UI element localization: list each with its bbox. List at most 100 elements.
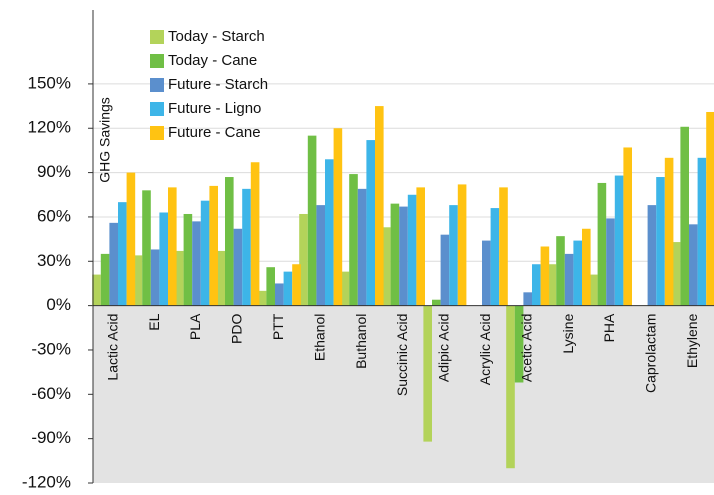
x-tick-label: PLA	[187, 313, 203, 340]
bar	[200, 200, 210, 306]
y-tick-label: -120%	[22, 472, 71, 490]
y-tick-label: 30%	[37, 251, 71, 270]
bar	[556, 236, 565, 306]
x-tick-label: PHA	[601, 313, 617, 342]
bar	[233, 228, 243, 306]
x-tick-label: Ethylene	[684, 313, 700, 368]
legend-label: Future - Cane	[168, 124, 261, 141]
bar	[100, 253, 110, 306]
y-tick-label: 150%	[28, 73, 71, 92]
negative-region	[93, 305, 714, 483]
y-tick-label: 90%	[37, 162, 71, 181]
bar	[142, 190, 151, 306]
bar	[307, 135, 317, 306]
legend-swatch	[150, 54, 164, 68]
legend-swatch	[150, 78, 164, 92]
y-tick-label: 0%	[46, 295, 71, 314]
y-tick-label: -60%	[31, 384, 71, 403]
bar	[697, 157, 707, 306]
bar	[109, 222, 118, 306]
bar	[349, 174, 358, 306]
bar	[192, 221, 201, 306]
bar	[292, 264, 301, 306]
bar	[597, 182, 607, 306]
bar	[540, 246, 550, 306]
x-tick-label: EL	[146, 313, 162, 330]
bar	[523, 292, 532, 306]
bar	[671, 242, 681, 306]
bar	[606, 218, 615, 306]
legend-label: Today - Cane	[168, 52, 257, 69]
bar	[133, 255, 143, 306]
bar	[623, 147, 632, 306]
legend-swatch	[150, 126, 164, 140]
bar	[375, 106, 384, 306]
bar	[547, 264, 557, 306]
bar	[390, 203, 400, 306]
bar	[183, 213, 193, 306]
x-tick-label: Adipic Acid	[436, 314, 452, 382]
y-tick-label: 120%	[28, 118, 71, 137]
bar	[432, 299, 441, 306]
bar	[225, 177, 234, 306]
bar	[118, 202, 127, 306]
bar	[416, 187, 425, 306]
bar	[275, 283, 284, 306]
y-tick-label: -90%	[31, 428, 71, 447]
bar	[325, 159, 334, 306]
bar	[614, 175, 624, 306]
bar	[589, 274, 598, 306]
x-tick-label: PDO	[229, 314, 245, 344]
legend-label: Today - Starch	[168, 28, 265, 45]
legend-swatch	[150, 102, 164, 116]
bar	[159, 212, 168, 306]
bar	[242, 188, 251, 306]
bar	[499, 187, 508, 306]
x-tick-label: Ethanol	[311, 314, 327, 361]
bar	[457, 184, 467, 306]
bar	[532, 264, 541, 306]
bar	[283, 271, 293, 306]
bar	[340, 271, 350, 306]
bar	[440, 234, 450, 306]
x-tick-label: PTT	[270, 313, 286, 340]
bar	[257, 290, 267, 306]
x-tick-label: Buthanol	[353, 314, 369, 369]
x-tick-label: Acrylic Acid	[477, 314, 493, 386]
bar	[482, 240, 491, 306]
bar	[664, 157, 674, 306]
bar	[680, 126, 689, 306]
bar	[333, 128, 343, 306]
legend-label: Future - Ligno	[168, 100, 261, 117]
bar	[564, 253, 574, 306]
bar	[126, 172, 136, 306]
bar	[382, 227, 391, 306]
bar	[357, 188, 367, 306]
bar	[582, 228, 591, 306]
bar	[366, 140, 375, 306]
bar	[407, 194, 417, 306]
x-tick-label: Lactic Acid	[104, 314, 120, 381]
x-tick-label: Succinic Acid	[394, 314, 410, 396]
bar	[399, 206, 408, 306]
bar	[266, 267, 275, 306]
legend-swatch	[150, 30, 164, 44]
bar	[209, 185, 218, 306]
y-tick-label: 60%	[37, 206, 71, 225]
bar	[573, 240, 582, 306]
bar	[423, 305, 432, 442]
bar	[92, 274, 101, 306]
bar	[514, 305, 524, 383]
y-tick-label: -30%	[31, 339, 71, 358]
bar	[150, 249, 160, 306]
bar	[449, 205, 458, 306]
bar	[168, 187, 177, 306]
bar	[490, 208, 500, 306]
bar	[647, 205, 657, 306]
bar	[216, 250, 225, 306]
bar	[175, 250, 184, 306]
bar	[656, 177, 665, 306]
bar	[250, 162, 260, 306]
bar	[689, 224, 698, 306]
